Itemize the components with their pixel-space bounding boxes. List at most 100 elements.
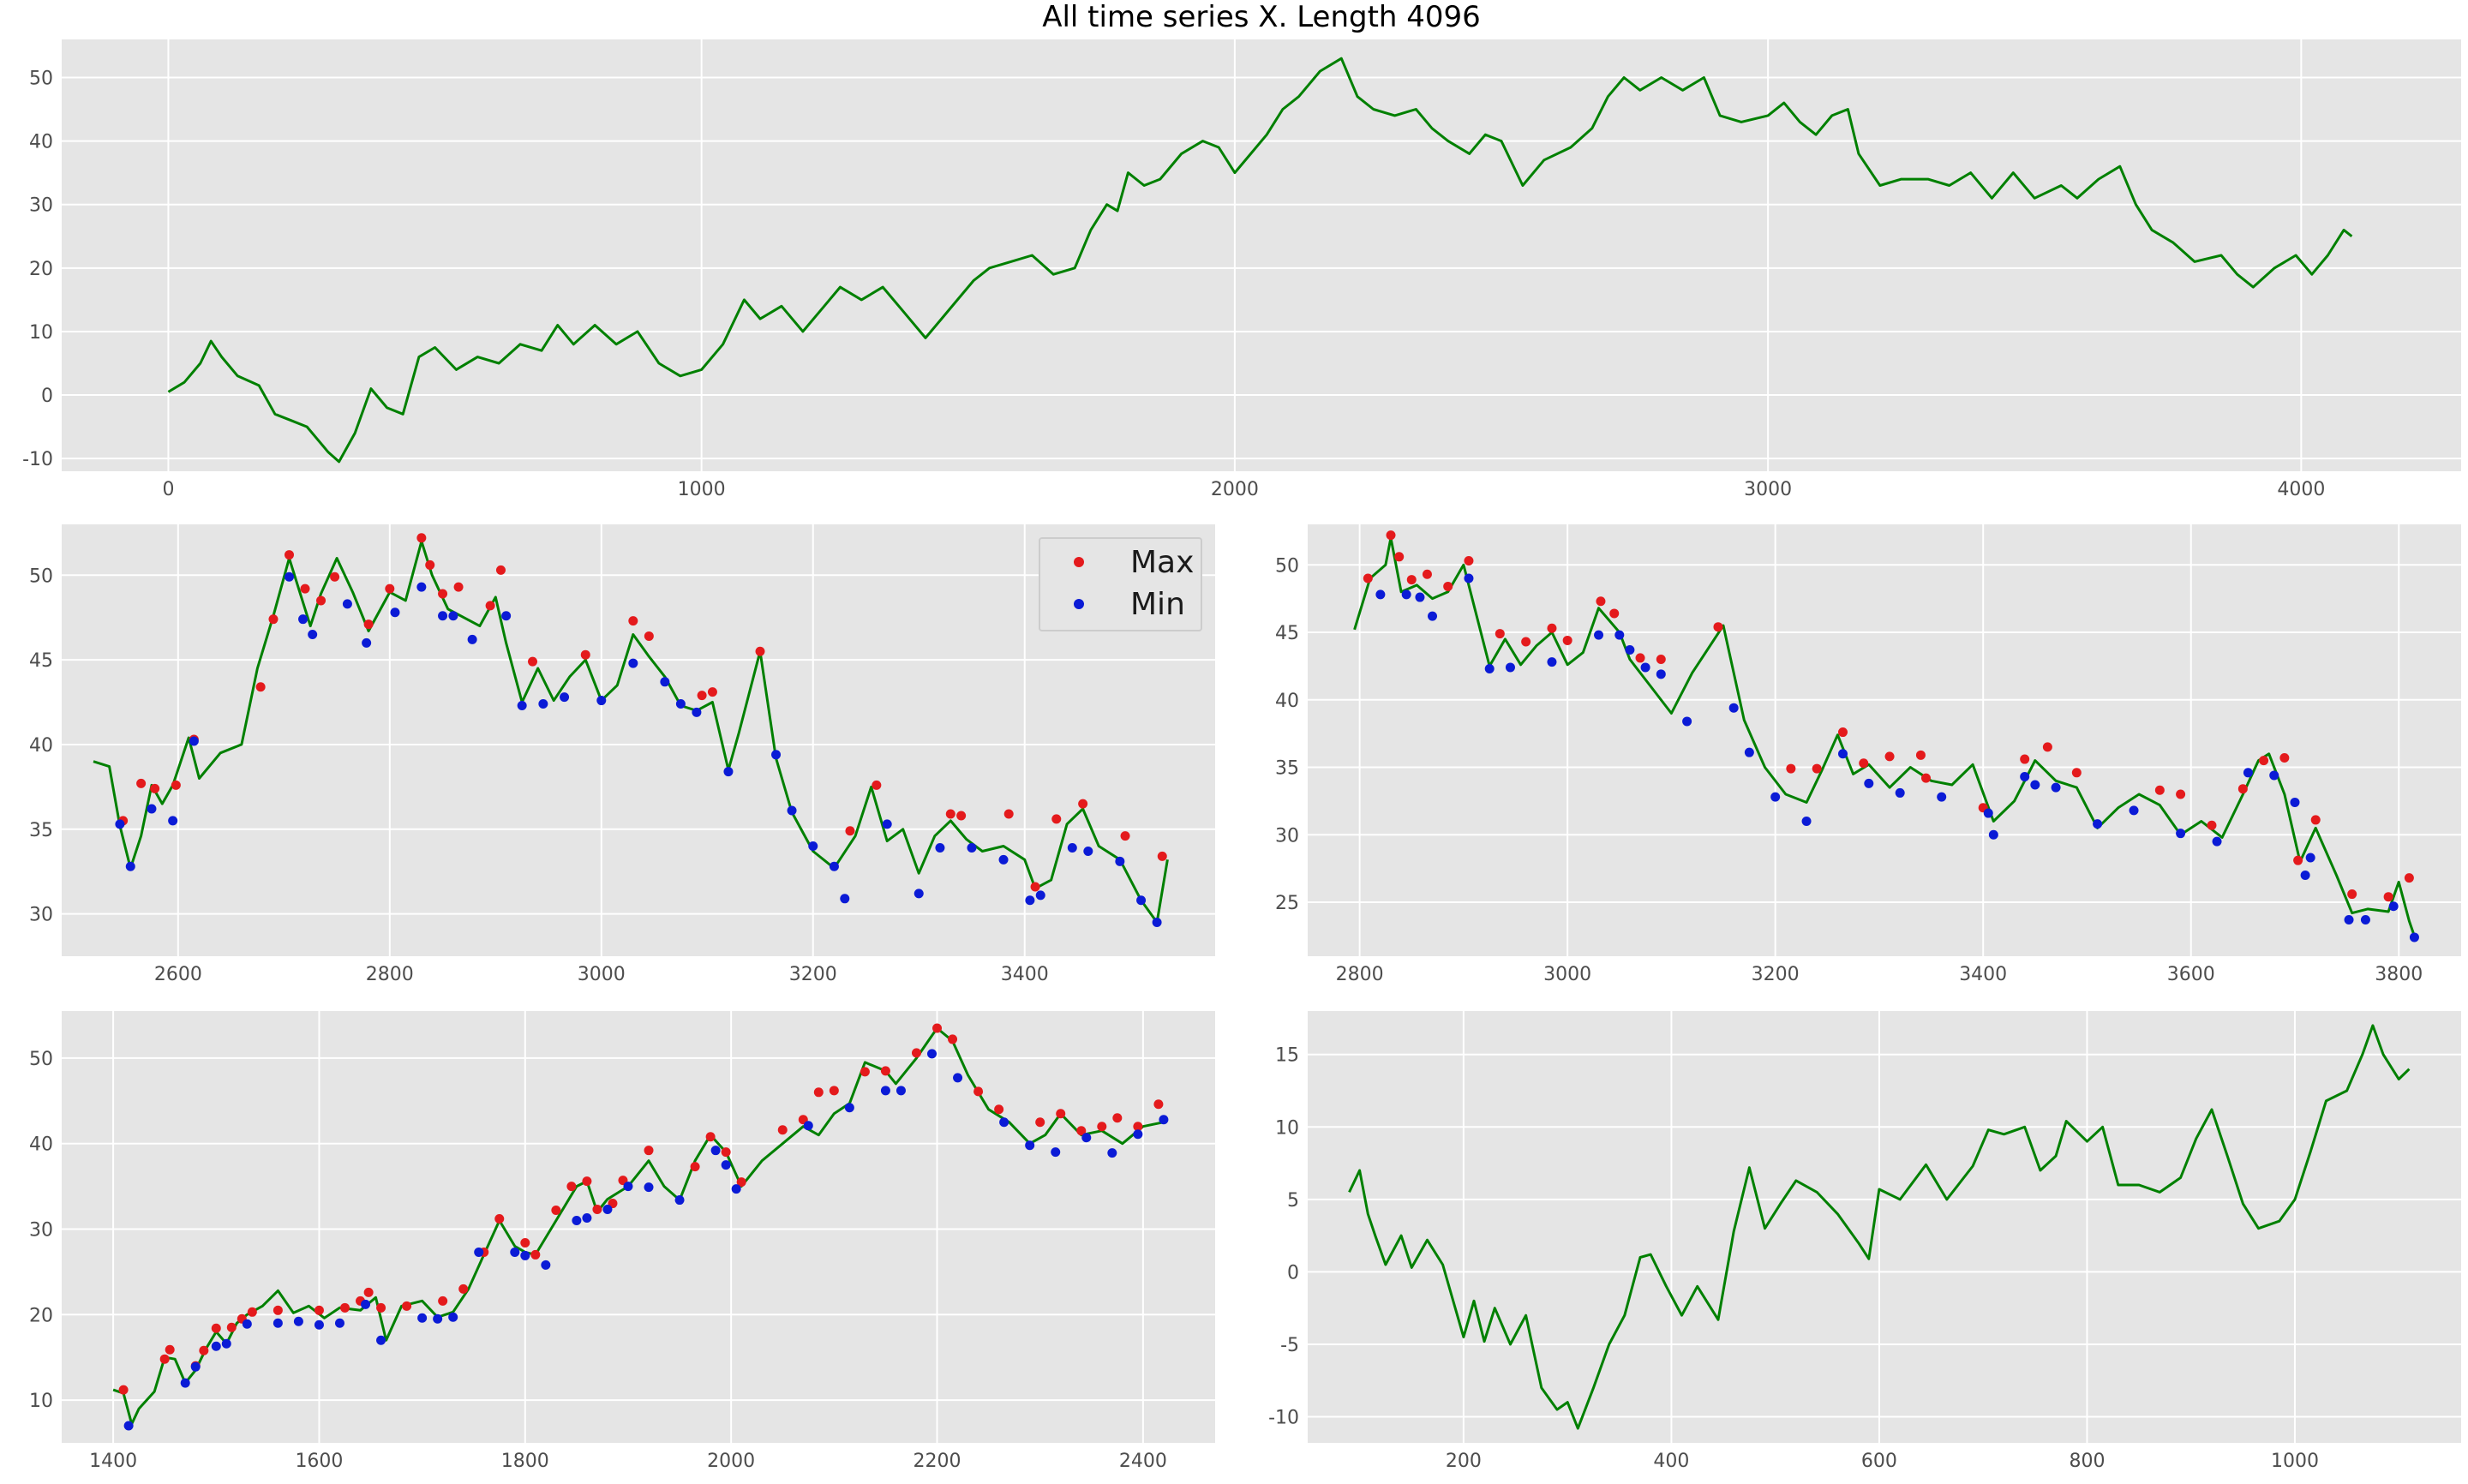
max-point <box>1915 750 1926 760</box>
min-point <box>293 1316 303 1326</box>
max-point <box>1464 556 1474 566</box>
legend-min-label: Min <box>1130 587 1185 622</box>
min-point <box>342 599 352 609</box>
max-point <box>628 616 638 626</box>
min-point <box>334 1318 344 1328</box>
max-point <box>171 780 181 790</box>
min-point <box>1159 1115 1169 1125</box>
max-point <box>880 1066 890 1076</box>
min-point <box>1837 749 1848 759</box>
max-point <box>199 1345 209 1355</box>
max-point <box>268 614 279 625</box>
x-tick-label: 2200 <box>914 1451 961 1472</box>
min-point <box>1415 592 1425 602</box>
max-point <box>592 1205 602 1215</box>
panel-zoom-a: 2600 2800 3000 3200 3400 30 35 40 45 50 <box>29 524 1215 985</box>
x-tick-label: 2000 <box>1211 479 1259 500</box>
min-point <box>2030 780 2040 790</box>
min-point <box>844 1103 854 1113</box>
min-point <box>1136 895 1147 906</box>
max-point <box>402 1301 412 1311</box>
min-point <box>416 582 427 592</box>
max-point <box>165 1344 175 1355</box>
min-point <box>180 1378 190 1388</box>
max-point <box>2154 785 2165 795</box>
figure-title: All time series X. Length 4096 <box>1042 0 1481 34</box>
min-point <box>2176 829 2186 839</box>
min-point <box>572 1216 582 1226</box>
max-point <box>416 533 427 543</box>
min-point <box>644 1182 654 1193</box>
min-point <box>1025 895 1035 906</box>
max-point <box>1422 569 1432 579</box>
y-tick-label: -5 <box>1280 1335 1299 1356</box>
max-point <box>1495 629 1505 639</box>
max-point <box>150 783 160 793</box>
max-point <box>458 1284 469 1294</box>
legend-max-marker <box>1074 557 1084 567</box>
min-point <box>628 658 638 668</box>
min-point <box>189 736 199 746</box>
y-tick-label: 25 <box>1275 893 1299 914</box>
min-point <box>361 1299 371 1309</box>
max-point <box>226 1322 237 1332</box>
y-tick-label: 45 <box>1275 623 1299 644</box>
min-point <box>582 1213 592 1224</box>
y-tick-label: 30 <box>29 905 53 926</box>
min-point <box>474 1247 484 1257</box>
min-point <box>1115 856 1125 866</box>
min-point <box>2360 914 2370 925</box>
x-tick-label: 3000 <box>1744 479 1792 500</box>
y-tick-label: 40 <box>29 735 53 757</box>
series-line <box>112 1026 1165 1426</box>
min-point <box>1594 630 1604 640</box>
max-point <box>690 1162 700 1172</box>
max-point <box>1112 1113 1123 1123</box>
x-tick-label: 3400 <box>1001 964 1049 985</box>
max-point <box>705 1132 716 1142</box>
min-point <box>433 1313 443 1324</box>
min-point <box>541 1260 551 1270</box>
min-point <box>273 1318 283 1328</box>
max-point <box>644 1146 654 1156</box>
max-point <box>721 1147 731 1158</box>
min-point <box>602 1205 613 1215</box>
max-point <box>736 1177 746 1188</box>
min-point <box>376 1335 386 1345</box>
min-point <box>1051 1147 1061 1158</box>
min-point <box>1547 657 1557 667</box>
y-tick-label: 30 <box>29 1219 53 1241</box>
min-point <box>2093 819 2103 829</box>
y-tick-label: 40 <box>29 132 53 153</box>
max-point <box>911 1048 921 1058</box>
max-point <box>1547 623 1557 633</box>
max-point <box>1078 799 1088 809</box>
min-point <box>2344 914 2354 925</box>
panel-zoom-c: 1400 1600 1800 2000 2200 2400 10 20 30 40 50 <box>29 1011 1215 1472</box>
max-point <box>1097 1122 1107 1132</box>
min-point <box>2051 782 2061 793</box>
min-point <box>390 607 400 618</box>
max-point <box>314 1305 324 1315</box>
max-point <box>211 1323 221 1333</box>
max-point <box>1609 608 1620 619</box>
min-point <box>840 894 850 904</box>
min-point <box>2305 853 2315 863</box>
max-point <box>316 595 326 606</box>
x-tick-label: 2400 <box>1119 1451 1167 1472</box>
plot-area <box>1308 524 2461 956</box>
max-point <box>948 1034 958 1044</box>
max-point <box>1120 831 1130 841</box>
x-tick-label: 800 <box>2069 1451 2105 1472</box>
max-point <box>495 565 506 575</box>
max-point <box>453 582 464 592</box>
x-tick-label: 1000 <box>678 479 726 500</box>
max-point <box>845 826 855 836</box>
min-point <box>803 1121 813 1131</box>
min-point <box>501 611 512 621</box>
y-tick-label: 35 <box>1275 758 1299 780</box>
min-point <box>438 611 448 621</box>
max-point <box>385 583 395 594</box>
